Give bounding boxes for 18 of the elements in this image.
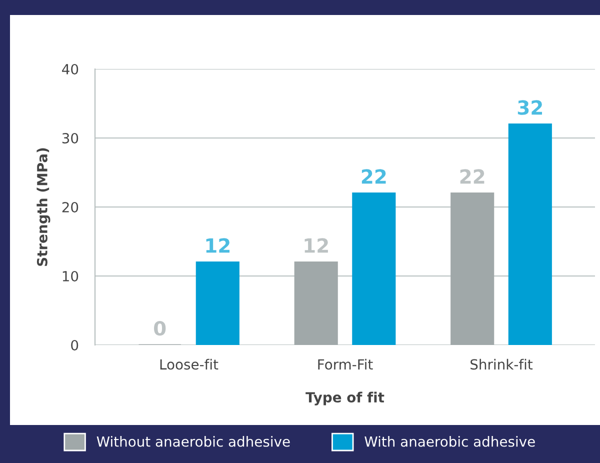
y-tick-label: 20 xyxy=(62,202,78,212)
y-axis-title: Strength (MPa) xyxy=(36,148,50,266)
x-tick-label: Form-Fit xyxy=(318,358,373,370)
data-label: 12 xyxy=(206,238,230,253)
data-label: 32 xyxy=(518,100,542,115)
y-tick-label: 0 xyxy=(71,340,78,350)
data-label: 0 xyxy=(154,320,166,336)
y-tick-label: 10 xyxy=(62,270,78,282)
data-label: 22 xyxy=(362,169,386,184)
x-tick-label: Shrink-fit xyxy=(470,358,533,370)
legend-label: With anaerobic adhesive xyxy=(364,436,535,447)
y-tick-label: 30 xyxy=(62,132,78,144)
data-label: 12 xyxy=(304,238,328,253)
x-tick-label: Loose-fit xyxy=(160,358,218,370)
x-axis-title: Type of fit xyxy=(306,392,384,406)
data-label: 22 xyxy=(460,169,484,184)
legend-label: Without anaerobic adhesive xyxy=(96,436,290,447)
y-tick-label: 40 xyxy=(62,64,78,74)
